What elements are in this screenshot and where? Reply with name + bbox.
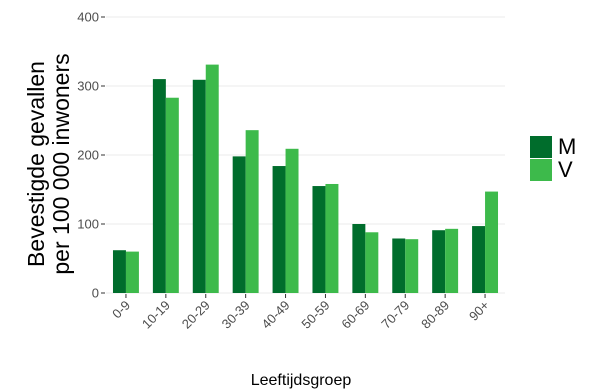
y-tick-label: 0: [92, 286, 99, 301]
bar-M-0-9: [112, 250, 126, 293]
bar-V-80-89: [445, 228, 459, 293]
x-tick-label: 50-59: [298, 298, 332, 332]
x-tick-label: 10-19: [139, 298, 173, 332]
bar-M-10-19: [152, 79, 166, 293]
legend-label-V: V: [558, 157, 573, 182]
y-axis-ticks: 0 100 200 300 400: [77, 10, 105, 301]
bar-V-30-39: [245, 130, 259, 293]
y-tick-label: 100: [77, 217, 99, 232]
x-tick-label: 60-69: [338, 298, 372, 332]
y-tick-label: 400: [77, 10, 99, 25]
bar-M-70-79: [392, 238, 406, 293]
bar-V-40-49: [285, 148, 299, 293]
bar-V-70-79: [405, 239, 419, 293]
y-tick-label: 300: [77, 79, 99, 94]
bar-V-0-9: [125, 251, 139, 293]
bar-M-30-39: [232, 156, 246, 293]
bar-V-60-69: [365, 232, 379, 293]
x-tick-label: 0-9: [109, 298, 133, 322]
legend: MV: [530, 134, 576, 182]
bar-M-80-89: [432, 230, 446, 293]
bar-M-50-59: [312, 186, 326, 293]
legend-swatch-V: [530, 159, 552, 181]
x-tick-label: 70-79: [378, 298, 412, 332]
x-tick-label: 20-29: [179, 298, 213, 332]
bar-M-60-69: [352, 224, 366, 293]
legend-swatch-M: [530, 136, 552, 158]
bar-M-40-49: [272, 166, 286, 293]
legend-label-M: M: [558, 134, 576, 159]
x-axis-ticks: 0-9 10-19 20-29 30-39 40-49 50-59 60-69 70-79 80…: [109, 294, 492, 332]
bar-V-20-29: [205, 64, 219, 293]
bar-M-20-29: [192, 79, 206, 293]
x-tick-label: 90+: [466, 298, 492, 324]
y-tick-label: 200: [77, 148, 99, 163]
bar-V-50-59: [325, 183, 339, 293]
x-tick-label: 30-39: [219, 298, 253, 332]
y-axis-label-line1: Bevestigde gevallen: [23, 61, 49, 267]
x-tick-label: 80-89: [418, 298, 452, 332]
bar-V-10-19: [165, 97, 179, 293]
bars: [112, 64, 499, 293]
x-tick-label: 40-49: [259, 298, 293, 332]
y-axis-label-line2: per 100 000 inwoners: [48, 53, 74, 274]
bar-M-90+: [472, 226, 486, 293]
bar-V-90+: [485, 191, 499, 293]
x-axis-label: Leeftijdsgroep: [251, 372, 352, 389]
